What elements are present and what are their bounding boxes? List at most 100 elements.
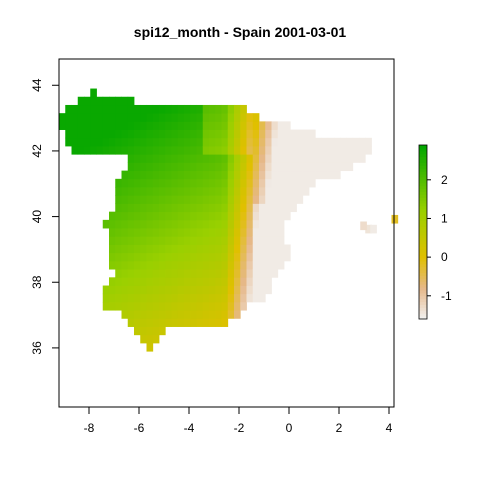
raster-cell <box>134 293 141 303</box>
raster-cell <box>246 228 254 237</box>
raster-cell <box>227 285 235 295</box>
raster-cell <box>121 96 129 106</box>
raster-cell <box>159 301 166 311</box>
raster-cell <box>284 178 291 188</box>
raster-cell <box>327 146 335 155</box>
raster-cell <box>127 269 135 278</box>
raster-cell <box>196 301 204 311</box>
legend-color-band <box>419 263 427 268</box>
raster-cell <box>152 121 160 130</box>
raster-cell <box>215 301 222 311</box>
raster-cell <box>177 178 185 188</box>
raster-cell <box>134 269 141 278</box>
legend-color-band <box>419 197 427 201</box>
raster-cell <box>234 310 241 319</box>
raster-cell <box>127 195 135 204</box>
raster-cell <box>221 121 229 130</box>
raster-cell <box>127 236 135 245</box>
legend-color-band <box>419 145 427 149</box>
raster-cell <box>109 146 116 155</box>
raster-cell <box>209 277 216 286</box>
raster-cell <box>202 219 210 229</box>
raster-cell <box>109 244 116 254</box>
y-tick-label: 40 <box>30 210 44 224</box>
raster-cell <box>359 146 366 155</box>
raster-cell <box>302 137 310 147</box>
raster-cell <box>65 137 72 147</box>
raster-cell <box>146 228 154 237</box>
raster-cell <box>296 129 304 139</box>
raster-cell <box>146 260 154 270</box>
raster-cell <box>127 104 135 114</box>
raster-cell <box>196 310 204 319</box>
raster-cell <box>77 113 85 122</box>
raster-cell <box>152 252 160 262</box>
raster-cell <box>196 318 204 327</box>
raster-cell <box>134 121 141 130</box>
raster-cell <box>146 244 154 254</box>
raster-cell <box>59 113 66 122</box>
raster-cell <box>209 252 216 262</box>
raster-cell <box>290 137 297 147</box>
raster-cell <box>215 310 222 319</box>
raster-cell <box>115 277 122 286</box>
raster-cell <box>227 219 235 229</box>
raster-cell <box>327 137 335 147</box>
raster-cell <box>159 277 166 286</box>
raster-cell <box>196 236 204 245</box>
raster-cell <box>159 252 166 262</box>
raster-cell <box>259 285 266 295</box>
raster-cell <box>277 154 285 163</box>
raster-cell <box>252 187 260 196</box>
raster-cell <box>90 88 97 98</box>
raster-cell <box>152 137 160 147</box>
raster-cell <box>234 285 241 295</box>
raster-cell <box>96 129 104 139</box>
raster-cell <box>196 129 204 139</box>
raster-cell <box>190 228 197 237</box>
raster-cell <box>277 170 285 180</box>
raster-cell <box>246 260 254 270</box>
raster-cell <box>140 326 147 336</box>
raster-cell <box>84 104 91 114</box>
raster-cell <box>271 244 279 254</box>
raster-cell <box>146 162 154 172</box>
raster-cell <box>252 195 260 204</box>
raster-cell <box>259 277 266 286</box>
raster-cell <box>177 228 185 237</box>
raster-cell <box>190 195 197 204</box>
raster-cell <box>115 252 122 262</box>
raster-cell <box>202 195 210 204</box>
raster-cell <box>277 260 285 270</box>
raster-cell <box>77 96 85 106</box>
raster-cell <box>115 293 122 303</box>
raster-cell <box>184 195 191 204</box>
raster-cell <box>159 260 166 270</box>
raster-cell <box>321 162 329 172</box>
raster-cell <box>109 252 116 262</box>
raster-cell <box>109 104 116 114</box>
raster-cell <box>77 121 85 130</box>
raster-cell <box>221 228 229 237</box>
raster-cell <box>265 187 272 196</box>
raster-cell <box>209 104 216 114</box>
raster-cell <box>271 269 279 278</box>
legend-color-band <box>419 156 427 160</box>
raster-cell <box>121 178 129 188</box>
raster-cell <box>140 162 147 172</box>
raster-cell <box>246 113 254 122</box>
raster-cell <box>115 129 122 139</box>
legend-color-band <box>419 208 427 213</box>
raster-cell <box>71 129 79 139</box>
raster-cell <box>71 104 79 114</box>
raster-cell <box>265 129 272 139</box>
raster-cell <box>165 252 172 262</box>
raster-cell <box>134 154 141 163</box>
raster-cell <box>265 219 272 229</box>
raster-cell <box>334 146 341 155</box>
raster-cell <box>134 285 141 295</box>
raster-cell <box>140 244 147 254</box>
raster-cell <box>209 137 216 147</box>
raster-cell <box>221 293 229 303</box>
raster-cell <box>84 146 91 155</box>
